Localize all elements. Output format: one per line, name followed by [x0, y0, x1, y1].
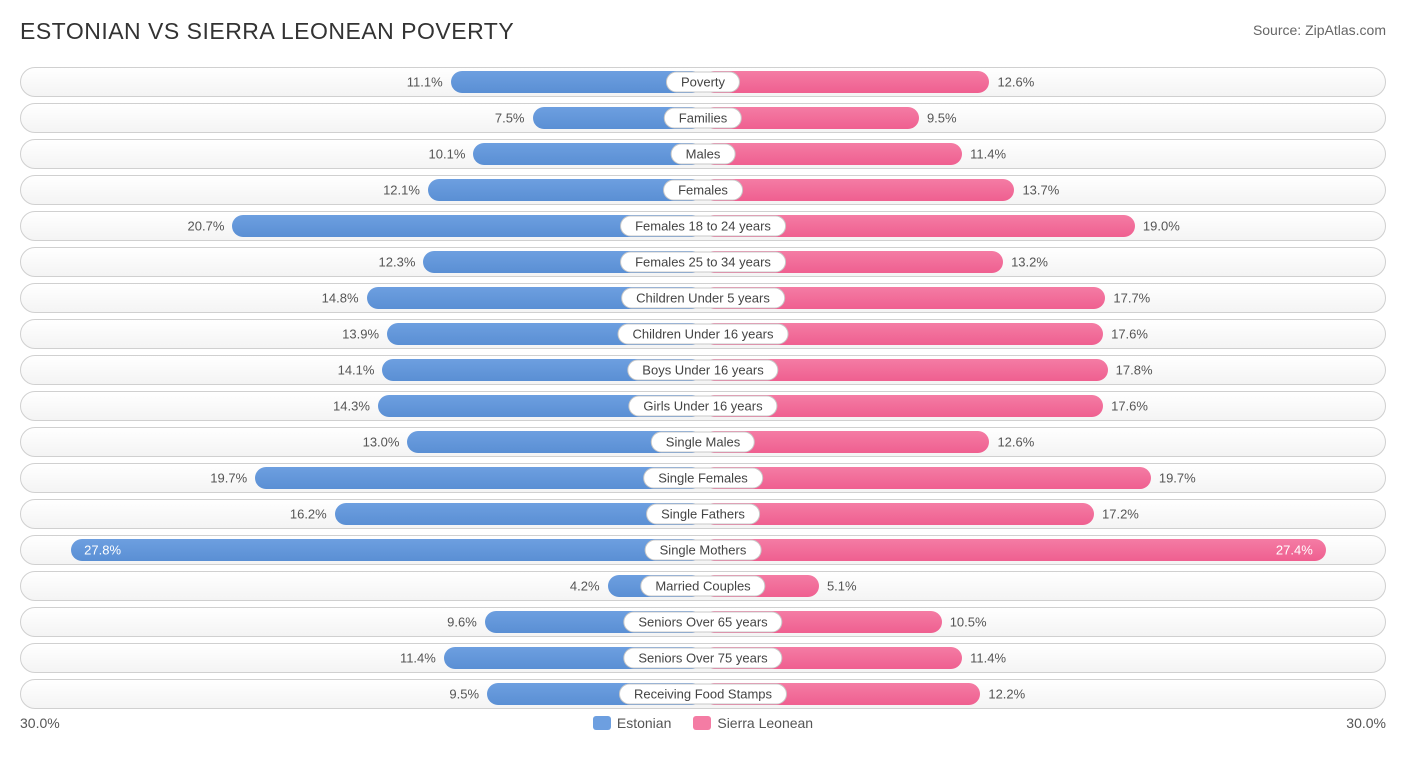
chart-row: 20.7% 19.0% Females 18 to 24 years [20, 211, 1386, 241]
chart-row: 12.3% 13.2% Females 25 to 34 years [20, 247, 1386, 277]
category-label: Single Fathers [646, 504, 760, 525]
chart-row: 4.2% 5.1% Married Couples [20, 571, 1386, 601]
bar-right [703, 503, 1094, 525]
bar-right [703, 179, 1014, 201]
bar-right [703, 71, 989, 93]
chart-row: 13.0% 12.6% Single Males [20, 427, 1386, 457]
value-left: 14.3% [333, 399, 370, 414]
value-right: 10.5% [950, 615, 987, 630]
chart-row: 27.8% 27.4% Single Mothers [20, 535, 1386, 565]
value-left: 10.1% [429, 147, 466, 162]
value-left: 7.5% [495, 111, 525, 126]
value-left: 20.7% [188, 219, 225, 234]
category-label: Poverty [666, 72, 740, 93]
legend-item-right: Sierra Leonean [693, 715, 813, 731]
category-label: Receiving Food Stamps [619, 684, 787, 705]
value-right: 9.5% [927, 111, 957, 126]
chart-row: 11.1% 12.6% Poverty [20, 67, 1386, 97]
value-right: 11.4% [970, 651, 1006, 666]
value-right: 17.6% [1111, 327, 1148, 342]
value-left: 13.0% [363, 435, 400, 450]
category-label: Females 25 to 34 years [620, 252, 786, 273]
value-left: 9.6% [447, 615, 477, 630]
value-right: 13.2% [1011, 255, 1048, 270]
bar-right [703, 467, 1151, 489]
value-left: 12.3% [379, 255, 416, 270]
diverging-bar-chart: 11.1% 12.6% Poverty 7.5% 9.5% Families 10.1% 11… [20, 67, 1386, 709]
category-label: Seniors Over 75 years [623, 648, 782, 669]
axis-max-left: 30.0% [20, 715, 60, 731]
value-left: 9.5% [449, 687, 479, 702]
category-label: Single Mothers [645, 540, 762, 561]
value-left: 13.9% [342, 327, 379, 342]
chart-row: 19.7% 19.7% Single Females [20, 463, 1386, 493]
category-label: Families [664, 108, 742, 129]
value-right: 12.2% [988, 687, 1025, 702]
category-label: Children Under 16 years [618, 324, 789, 345]
chart-row: 12.1% 13.7% Females [20, 175, 1386, 205]
chart-row: 14.3% 17.6% Girls Under 16 years [20, 391, 1386, 421]
legend-label-right: Sierra Leonean [717, 715, 813, 731]
value-right: 11.4% [970, 147, 1006, 162]
bar-right [703, 143, 962, 165]
category-label: Seniors Over 65 years [623, 612, 782, 633]
value-right: 5.1% [827, 579, 857, 594]
value-left: 4.2% [570, 579, 600, 594]
value-right: 27.4% [1276, 543, 1313, 558]
chart-row: 16.2% 17.2% Single Fathers [20, 499, 1386, 529]
category-label: Boys Under 16 years [627, 360, 778, 381]
category-label: Married Couples [640, 576, 765, 597]
chart-row: 10.1% 11.4% Males [20, 139, 1386, 169]
chart-row: 13.9% 17.6% Children Under 16 years [20, 319, 1386, 349]
legend-label-left: Estonian [617, 715, 671, 731]
category-label: Males [671, 144, 736, 165]
value-left: 11.1% [407, 75, 443, 90]
value-right: 17.6% [1111, 399, 1148, 414]
bar-left [71, 539, 703, 561]
value-left: 27.8% [84, 543, 121, 558]
value-right: 17.7% [1113, 291, 1150, 306]
value-left: 14.8% [322, 291, 359, 306]
value-right: 19.7% [1159, 471, 1196, 486]
value-left: 14.1% [338, 363, 375, 378]
value-right: 17.8% [1116, 363, 1153, 378]
category-label: Single Females [643, 468, 763, 489]
bar-right [703, 539, 1326, 561]
chart-source: Source: ZipAtlas.com [1253, 22, 1386, 38]
chart-row: 9.6% 10.5% Seniors Over 65 years [20, 607, 1386, 637]
value-left: 11.4% [400, 651, 436, 666]
value-right: 12.6% [997, 75, 1034, 90]
category-label: Children Under 5 years [621, 288, 785, 309]
bar-left [428, 179, 703, 201]
value-right: 13.7% [1022, 183, 1059, 198]
legend-item-left: Estonian [593, 715, 671, 731]
legend: Estonian Sierra Leonean [593, 715, 813, 731]
category-label: Single Males [651, 432, 755, 453]
chart-row: 9.5% 12.2% Receiving Food Stamps [20, 679, 1386, 709]
legend-swatch-icon [593, 716, 611, 730]
chart-row: 7.5% 9.5% Families [20, 103, 1386, 133]
axis-max-right: 30.0% [1346, 715, 1386, 731]
chart-row: 14.1% 17.8% Boys Under 16 years [20, 355, 1386, 385]
legend-swatch-icon [693, 716, 711, 730]
chart-row: 14.8% 17.7% Children Under 5 years [20, 283, 1386, 313]
value-right: 12.6% [997, 435, 1034, 450]
chart-row: 11.4% 11.4% Seniors Over 75 years [20, 643, 1386, 673]
value-right: 17.2% [1102, 507, 1139, 522]
value-left: 12.1% [383, 183, 420, 198]
value-left: 16.2% [290, 507, 327, 522]
value-left: 19.7% [210, 471, 247, 486]
category-label: Females [663, 180, 743, 201]
category-label: Females 18 to 24 years [620, 216, 786, 237]
bar-left [255, 467, 703, 489]
category-label: Girls Under 16 years [628, 396, 777, 417]
value-right: 19.0% [1143, 219, 1180, 234]
chart-title: ESTONIAN VS SIERRA LEONEAN POVERTY [20, 18, 514, 45]
bar-left [473, 143, 703, 165]
